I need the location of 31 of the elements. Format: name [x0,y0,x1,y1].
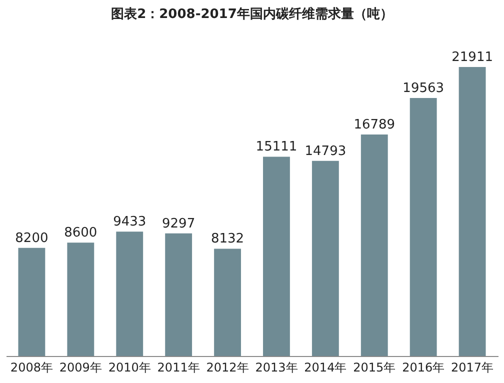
x-tick-label: 2016年 [402,360,445,374]
x-tick-label: 2012年 [206,360,249,374]
bar [214,248,241,356]
bar [18,248,46,356]
data-label: 9297 [162,216,196,232]
x-tick-label: 2014年 [304,360,347,374]
data-label: 8200 [15,230,48,246]
x-tick-label: 2013年 [255,360,298,374]
data-label: 14793 [304,144,346,159]
data-label: 21911 [452,50,493,65]
x-tick-label: 2017年 [451,360,494,374]
chart-title: 图表2：2008-2017年国内碳纤维需求量（吨） [111,6,393,22]
data-label: 16789 [354,118,396,133]
x-tick-label: 2009年 [59,360,102,374]
bar [458,67,486,356]
bar [116,232,144,356]
data-label: 15111 [256,140,298,155]
data-label: 9433 [113,214,146,230]
data-label: 19563 [402,80,444,96]
data-label: 8600 [64,226,98,241]
x-tick-label: 2015年 [353,360,396,374]
bar [312,160,339,356]
bar [360,134,388,356]
bar [165,233,192,356]
x-tick-label: 2010年 [108,360,151,374]
bar [263,156,290,356]
data-label: 8132 [210,232,244,247]
x-tick-label: 2011年 [157,360,200,374]
bar [67,242,94,356]
bar [410,98,437,356]
x-tick-label: 2008年 [10,360,53,374]
